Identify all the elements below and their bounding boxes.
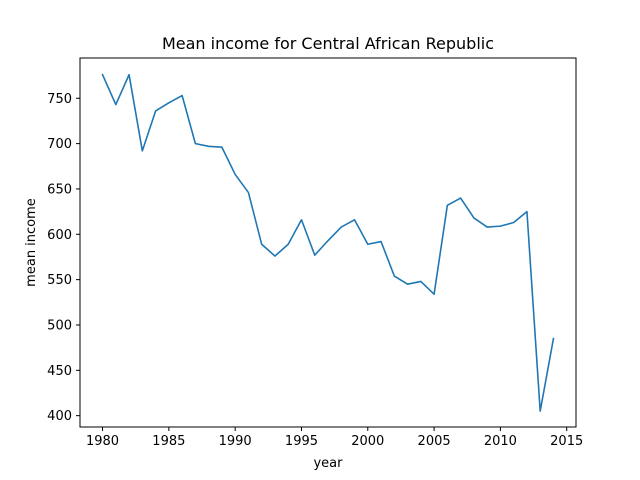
y-tick-label: 650 [47,182,72,197]
x-axis: 1980 1985 1990 1995 2000 2005 2010 2015 [86,427,583,449]
y-tick-label: 500 [47,318,72,333]
x-tick-label: 1990 [219,434,252,449]
plot-frame [79,57,577,428]
x-tick-label: 2005 [418,434,451,449]
x-tick-label: 2010 [484,434,517,449]
y-tick-label: 600 [47,228,72,243]
x-tick-label: 1995 [285,434,318,449]
chart-title: Mean income for Central African Republic [162,34,494,53]
x-tick-label: 2015 [550,434,583,449]
x-axis-label: year [313,456,343,471]
y-tick-label: 400 [47,409,72,424]
series-line [101,73,555,412]
x-tick-label: 1985 [152,434,185,449]
y-tick-label: 550 [47,273,72,288]
y-axis: 400 450 500 550 600 650 700 750 [47,92,80,424]
x-tick-label: 1980 [86,434,119,449]
y-tick-label: 450 [47,364,72,379]
x-tick-label: 2000 [351,434,384,449]
y-tick-label: 700 [47,137,72,152]
plot-area [101,73,555,412]
y-axis-label: mean income [24,198,39,287]
y-tick-label: 750 [47,92,72,107]
